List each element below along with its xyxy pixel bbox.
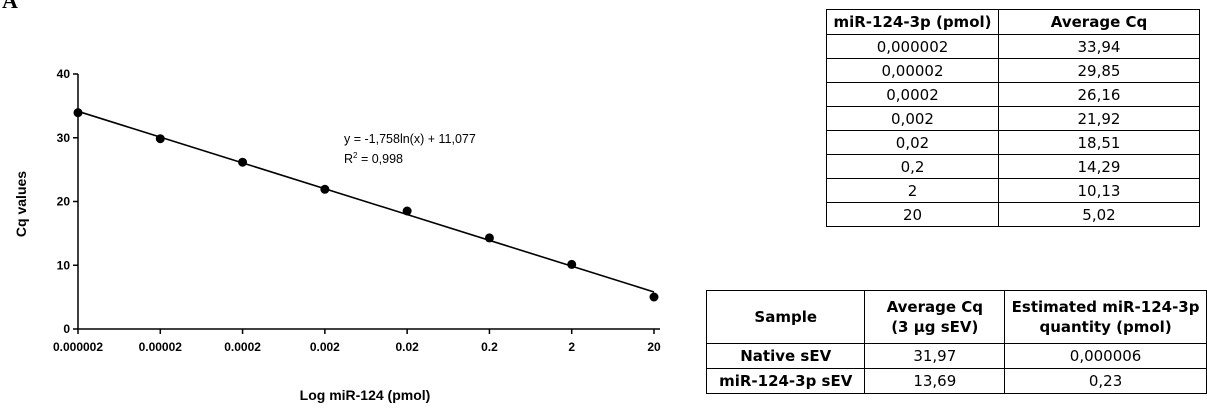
- samples-header-cq: Average Cq (3 µg sEV): [864, 290, 1006, 344]
- chart-axes: [77, 74, 660, 330]
- standards-cell-amount: 20: [826, 202, 999, 227]
- standards-cell-cq: 10,13: [998, 178, 1200, 203]
- standards-row: 2 10,13: [826, 178, 1200, 203]
- standards-cell-cq: 26,16: [998, 82, 1200, 107]
- x-axis-title: Log miR-124 (pmol): [300, 387, 431, 403]
- standards-table: miR-124-3p (pmol) Average Cq 0,000002 33,…: [826, 9, 1200, 227]
- trendline-equation: y = -1,758ln(x) + 11,077: [344, 132, 476, 146]
- x-tick-label: 0.00002: [139, 340, 183, 354]
- standards-row: 20 5,02: [826, 202, 1200, 227]
- x-tick-label: 0.2: [481, 340, 498, 354]
- x-tick-label: 20: [647, 340, 661, 354]
- standards-cell-cq: 33,94: [998, 34, 1200, 59]
- x-tick-label: 0.0002: [224, 340, 261, 354]
- standards-row: 0,0002 26,16: [826, 82, 1200, 107]
- y-tick-label: 0: [63, 322, 70, 336]
- standards-cell-amount: 0,2: [826, 154, 999, 179]
- standards-row: 0,02 18,51: [826, 130, 1200, 155]
- standards-cell-cq: 5,02: [998, 202, 1200, 227]
- standards-header-cq: Average Cq: [998, 9, 1200, 35]
- data-point: [320, 184, 330, 194]
- standards-cell-cq: 14,29: [998, 154, 1200, 179]
- standards-cell-amount: 2: [826, 178, 999, 203]
- samples-cell-cq: 31,97: [864, 343, 1006, 369]
- data-point: [484, 233, 494, 243]
- standards-cell-amount: 0,002: [826, 106, 999, 131]
- x-tick-label: 0.002: [310, 340, 340, 354]
- standards-cell-amount: 0,0002: [826, 82, 999, 107]
- data-point: [402, 206, 412, 216]
- standards-cell-cq: 18,51: [998, 130, 1200, 155]
- data-point: [73, 108, 83, 118]
- samples-cell-sample: miR-124-3p sEV: [705, 368, 866, 394]
- data-point: [649, 292, 659, 302]
- samples-row: miR-124-3p sEV 13,69 0,23: [705, 368, 1207, 394]
- standard-curve-chart: 0 10 20 30 40 0.000002 0.00002 0.0002 0.002 0.02 0…: [13, 67, 661, 403]
- standards-cell-amount: 0,00002: [826, 58, 999, 83]
- samples-cell-estimated: 0,000006: [1004, 343, 1207, 369]
- samples-header-row: Sample Average Cq (3 µg sEV) Estimated m…: [705, 290, 1207, 344]
- samples-table: Sample Average Cq (3 µg sEV) Estimated m…: [705, 290, 1207, 394]
- data-point: [238, 157, 248, 167]
- data-point: [155, 134, 165, 144]
- chart-ticks: 0 10 20 30 40 0.000002 0.00002 0.0002 0.002 0.02 0…: [53, 67, 661, 354]
- panel-label: A: [2, 0, 18, 13]
- standards-cell-cq: 21,92: [998, 106, 1200, 131]
- x-tick-label: 2: [568, 340, 575, 354]
- standards-cell-amount: 0,02: [826, 130, 999, 155]
- standards-row: 0,2 14,29: [826, 154, 1200, 179]
- samples-cell-cq: 13,69: [864, 368, 1006, 394]
- standards-row: 0,000002 33,94: [826, 34, 1200, 59]
- x-tick-label: 0.02: [395, 340, 419, 354]
- y-tick-label: 40: [57, 67, 71, 81]
- standards-cell-cq: 29,85: [998, 58, 1200, 83]
- samples-row: Native sEV 31,97 0,000006: [705, 343, 1207, 369]
- standards-row: 0,00002 29,85: [826, 58, 1200, 83]
- samples-cell-sample: Native sEV: [705, 343, 866, 369]
- standards-header-amount: miR-124-3p (pmol): [826, 9, 999, 35]
- samples-header-sample: Sample: [705, 290, 866, 344]
- standards-row: 0,002 21,92: [826, 106, 1200, 131]
- y-tick-label: 10: [57, 258, 71, 272]
- standards-cell-amount: 0,000002: [826, 34, 999, 59]
- samples-header-estimated: Estimated miR-124-3p quantity (pmol): [1004, 290, 1207, 344]
- r-squared-label: R2 = 0,998: [344, 151, 403, 166]
- y-axis-title: Cq values: [13, 171, 29, 237]
- y-tick-label: 30: [57, 131, 71, 145]
- x-tick-label: 0.000002: [53, 340, 103, 354]
- samples-cell-estimated: 0,23: [1004, 368, 1207, 394]
- data-point: [567, 259, 577, 269]
- standards-header-row: miR-124-3p (pmol) Average Cq: [826, 9, 1200, 35]
- y-tick-label: 20: [57, 195, 71, 209]
- trendline: [77, 110, 655, 293]
- data-points: [73, 108, 659, 302]
